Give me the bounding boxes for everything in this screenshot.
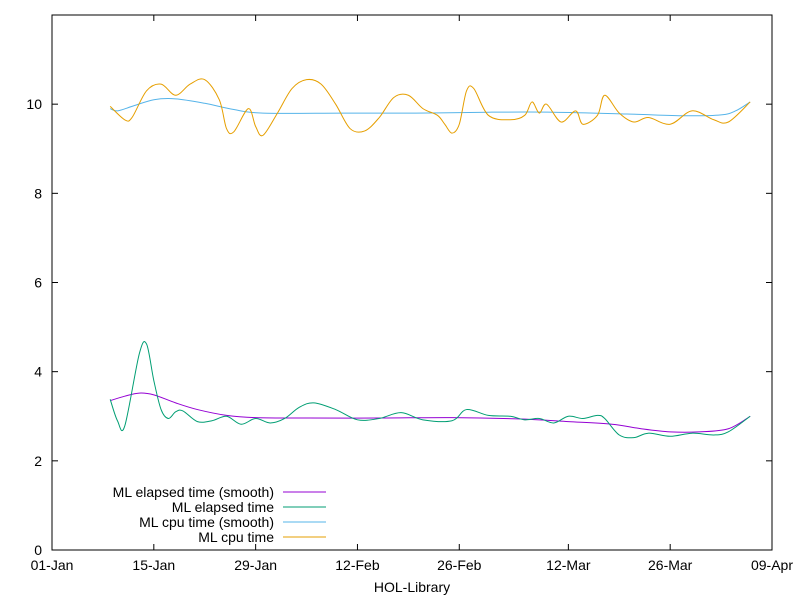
x-tick-label: 09-Apr [751,557,793,573]
series-line-ml-cpu-time-smooth [109,98,751,117]
axis-ticks: 0 2 4 6 8 10 01-Jan 15-Jan 29-Jan 12-Feb 26-Feb 12-… [26,15,793,573]
x-tick-label: 15-Jan [132,557,175,573]
x-tick-label: 26-Mar [648,557,693,573]
legend-label: ML elapsed time [172,499,274,515]
plot-frame [51,14,773,551]
series-line-ml-elapsed-time-smooth [110,392,751,433]
legend-label: ML cpu time [198,529,274,545]
x-tick-label: 01-Jan [31,557,74,573]
legend: ML elapsed time (smooth)ML elapsed timeM… [113,484,326,545]
y-tick-label: 4 [34,364,42,380]
x-tick-label: 12-Feb [335,557,380,573]
y-tick-label: 6 [34,275,42,291]
series-layer [109,78,751,439]
legend-label: ML cpu time (smooth) [139,514,274,530]
x-tick-label: 12-Mar [546,557,591,573]
series-line-ml-elapsed-time [109,341,751,439]
y-tick-label: 2 [34,453,42,469]
y-tick-label: 10 [26,96,42,112]
legend-label: ML elapsed time (smooth) [113,484,274,500]
x-tick-label: 26-Feb [437,557,482,573]
x-axis-title: HOL-Library [374,579,450,595]
y-tick-label: 0 [34,542,42,558]
series-line-ml-cpu-time [109,78,751,137]
y-tick-label: 8 [34,185,42,201]
x-tick-label: 29-Jan [234,557,277,573]
